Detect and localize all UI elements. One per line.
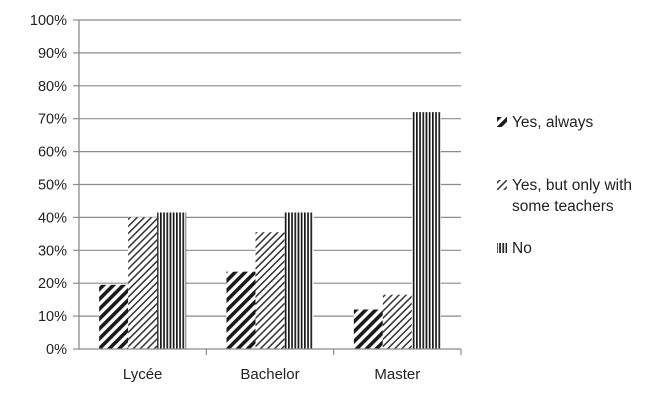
bar-diag-thin-2 [382, 294, 412, 349]
legend-label: Yes, always [512, 114, 594, 131]
y-tick-label: 20% [38, 276, 67, 292]
bar-diag-thick-1 [226, 271, 256, 349]
y-tick-label: 50% [38, 178, 67, 194]
y-tick-label: 40% [38, 210, 67, 226]
bar-vertical-0 [157, 212, 187, 349]
bar-diag-thin-0 [128, 217, 158, 349]
bars [99, 112, 441, 350]
bar-vertical-2 [411, 112, 441, 350]
x-category-label: Bachelor [240, 366, 299, 383]
axes [73, 19, 462, 355]
bar-vertical-1 [284, 212, 314, 349]
y-tick-label: 100% [30, 13, 67, 29]
bar-diag-thick-0 [99, 284, 129, 349]
x-category-label: Lycée [123, 366, 162, 383]
y-tick-label: 10% [38, 309, 67, 325]
legend-swatch-diag-thick [497, 117, 507, 127]
legend-label: Yes, but only with [512, 177, 632, 194]
y-tick-label: 0% [46, 342, 67, 358]
x-category-label: Master [374, 366, 420, 383]
y-axis-tick-labels: 0% 10% 20% 30% 40% 50% 60% 70% 80% 90% 100% [30, 13, 67, 358]
legend-swatch-vertical [497, 243, 507, 253]
legend-swatch-diag-thin [497, 180, 507, 190]
bar-diag-thin-1 [255, 232, 285, 349]
legend: Yes, always Yes, but only with some teache… [497, 114, 632, 257]
y-tick-label: 60% [38, 145, 67, 161]
legend-label: No [512, 240, 532, 257]
y-tick-label: 90% [38, 46, 67, 62]
bar-diag-thick-2 [353, 309, 383, 349]
x-axis-category-labels: Lycée Bachelor Master [123, 366, 420, 383]
y-tick-label: 80% [38, 79, 67, 95]
y-tick-label: 30% [38, 243, 67, 259]
legend-label: some teachers [512, 198, 614, 215]
y-tick-label: 70% [38, 112, 67, 128]
